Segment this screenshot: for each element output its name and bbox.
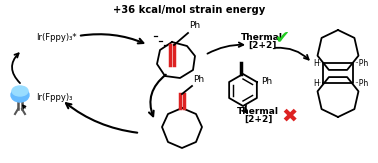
Text: Thermal: Thermal (237, 106, 279, 116)
FancyArrowPatch shape (81, 34, 143, 43)
FancyArrowPatch shape (208, 42, 243, 54)
Text: Thermal: Thermal (241, 32, 283, 42)
Text: ··Ph: ··Ph (354, 79, 368, 88)
Text: Ph: Ph (193, 75, 204, 84)
FancyArrowPatch shape (242, 106, 247, 113)
Text: Ir(Fppy)₃: Ir(Fppy)₃ (36, 94, 72, 103)
Text: Ph: Ph (261, 77, 272, 87)
Text: ✔: ✔ (274, 28, 290, 46)
FancyArrowPatch shape (149, 75, 166, 116)
Text: ✖: ✖ (282, 106, 298, 126)
Ellipse shape (11, 88, 29, 102)
Text: [2+2]: [2+2] (248, 40, 276, 50)
Ellipse shape (12, 86, 28, 96)
FancyArrowPatch shape (276, 48, 309, 59)
Text: H·: H· (313, 59, 321, 67)
Text: H·: H· (313, 79, 321, 88)
Text: ··Ph: ··Ph (354, 59, 368, 67)
FancyArrowPatch shape (12, 53, 20, 83)
Text: Ph: Ph (189, 21, 200, 30)
Text: Ir(Fppy)₃*: Ir(Fppy)₃* (36, 34, 77, 43)
Text: [2+2]: [2+2] (244, 114, 272, 124)
FancyArrowPatch shape (66, 103, 137, 133)
Text: +36 kcal/mol strain energy: +36 kcal/mol strain energy (113, 5, 265, 15)
